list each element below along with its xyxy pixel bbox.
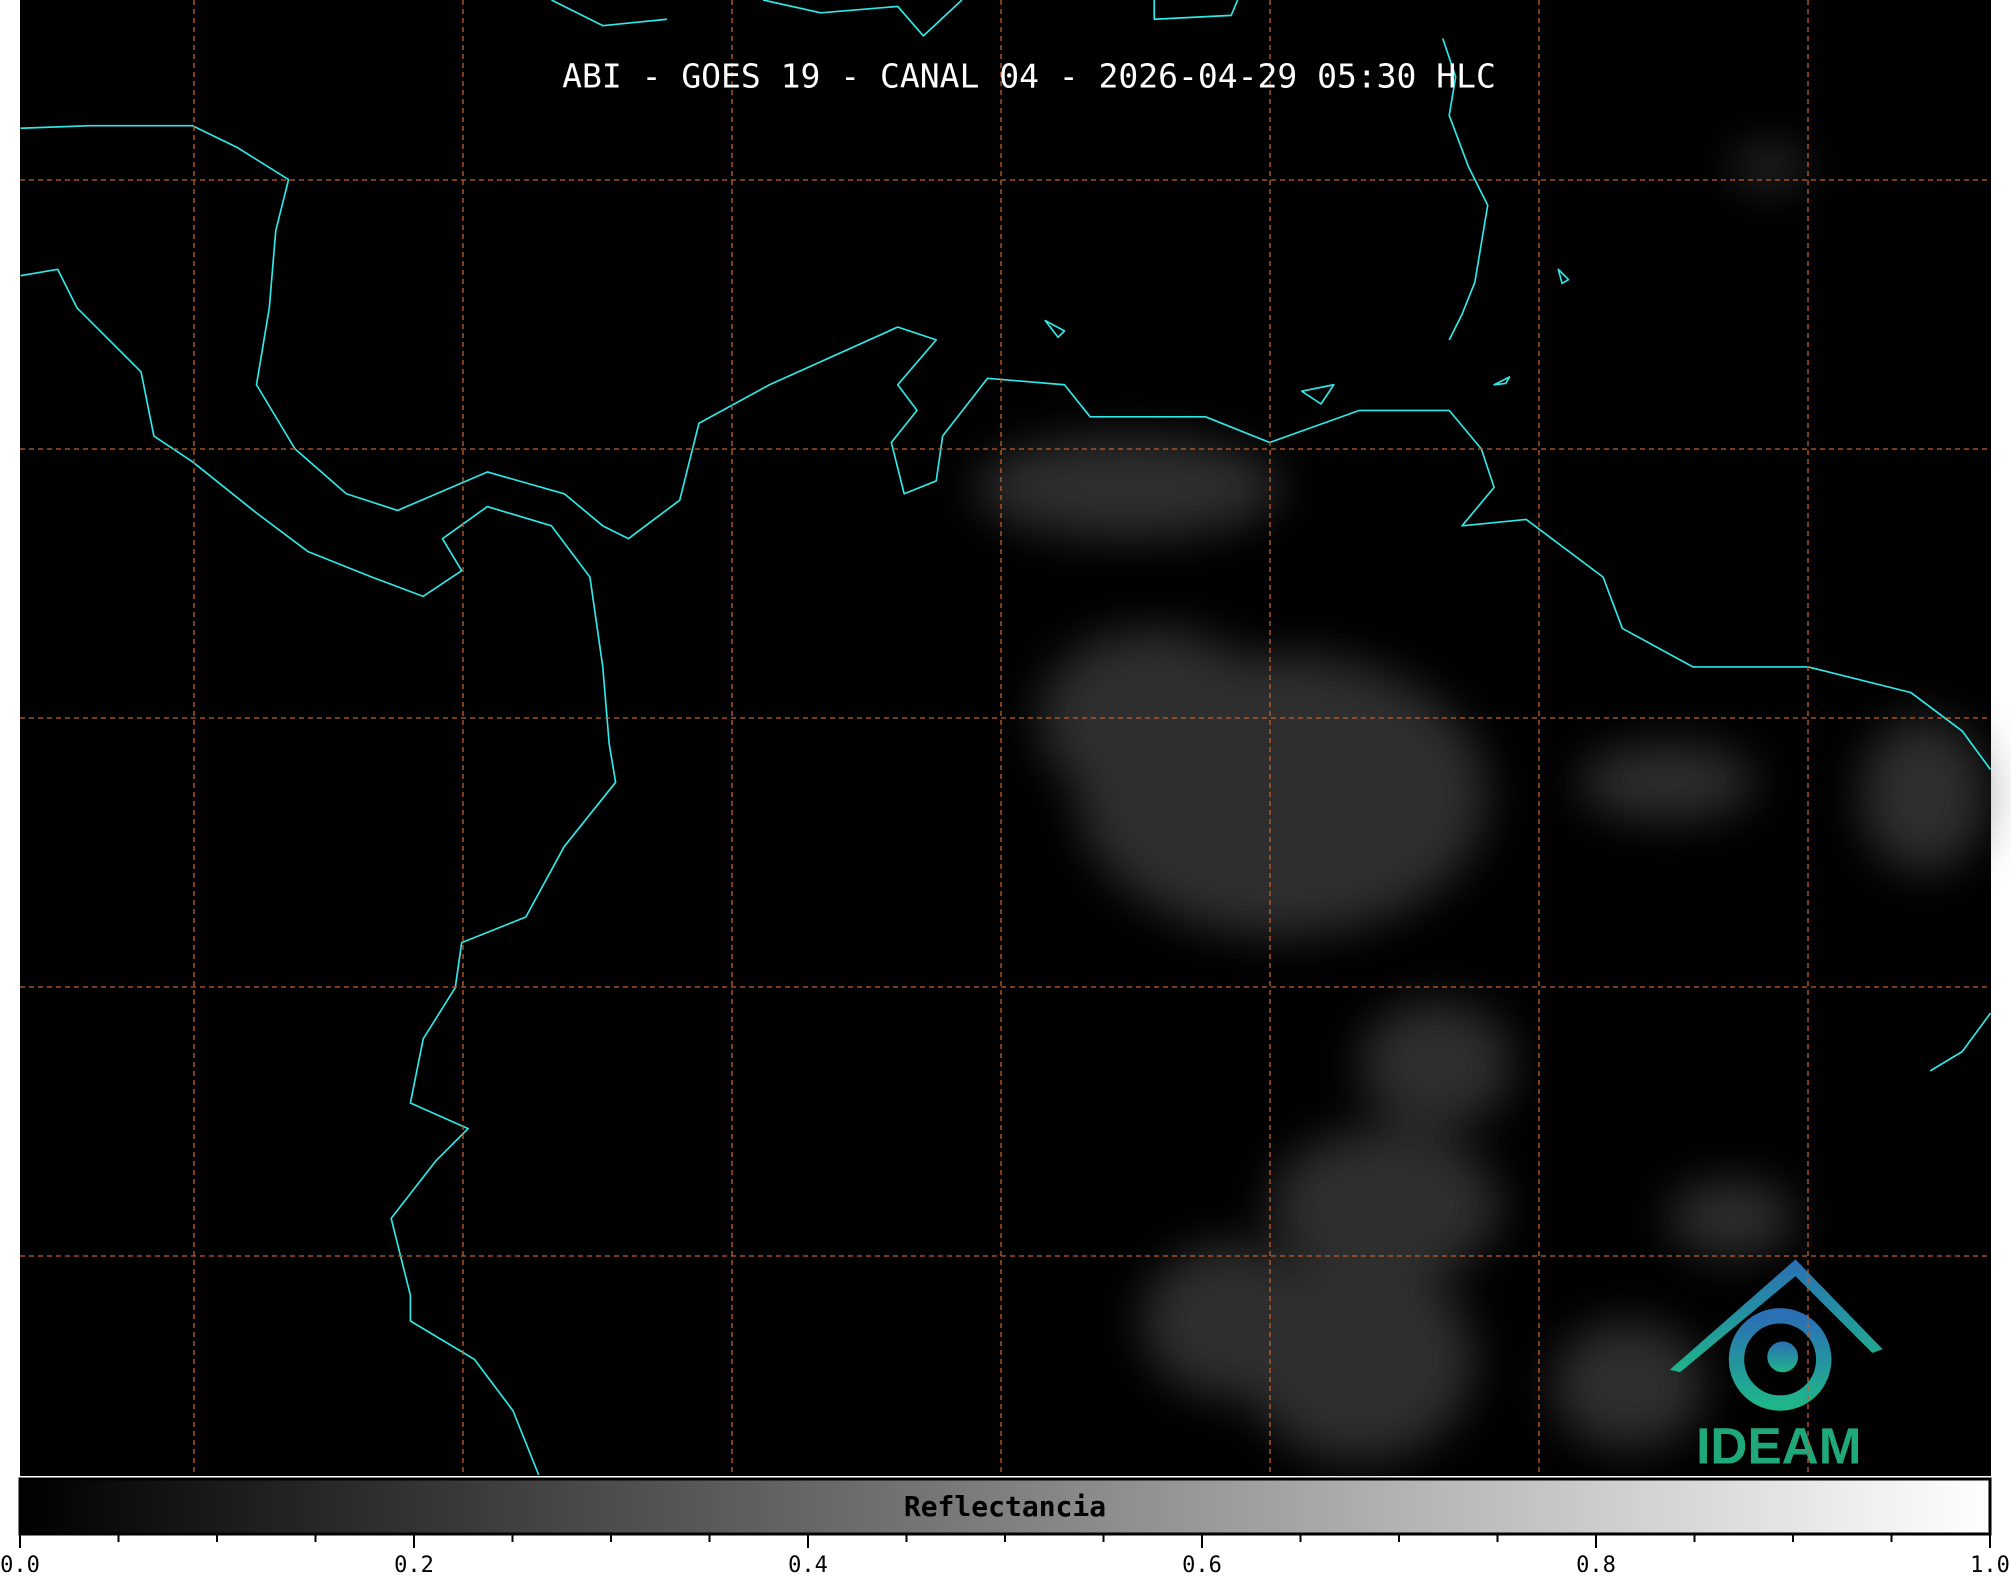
colorbar-tick-label: 1.0 xyxy=(1970,1553,2010,1577)
map-title: ABI - GOES 19 - CANAL 04 - 2026-04-29 05… xyxy=(562,57,1496,96)
logo: IDEAM xyxy=(1669,1259,1883,1474)
colorbar-label: Reflectancia xyxy=(904,1490,1106,1523)
colorbar-tick-label: 0.2 xyxy=(394,1553,434,1577)
colorbar-tick-label: 0.6 xyxy=(1182,1553,1222,1577)
clouds xyxy=(974,147,1988,1463)
graticule xyxy=(20,0,1991,1476)
logo-text: IDEAM xyxy=(1696,1417,1861,1474)
colorbar-tick-label: 0.0 xyxy=(0,1553,40,1577)
colorbar-tick-label: 0.8 xyxy=(1576,1553,1616,1577)
map-background xyxy=(20,0,1991,1476)
coastlines xyxy=(20,0,1992,1476)
map: IDEAM xyxy=(20,0,1992,1476)
colorbar xyxy=(18,1477,1992,1536)
colorbar-tick-label: 0.4 xyxy=(788,1553,828,1577)
